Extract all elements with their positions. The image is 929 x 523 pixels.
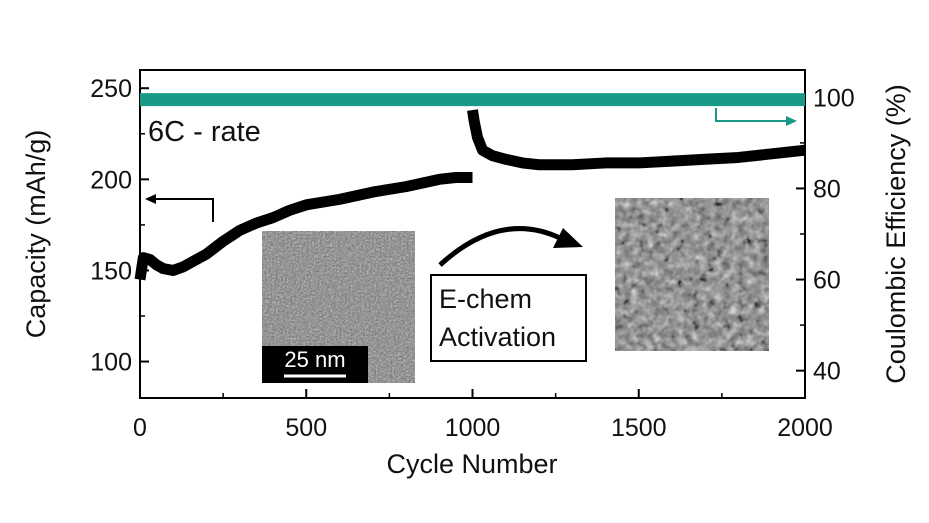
y-left-tick-label: 150 [90,257,132,285]
tem-image-after [615,198,769,351]
scale-bar-label: 25 nm [284,347,345,372]
x-tick-label: 1000 [445,414,501,442]
activation-arrow [438,226,583,267]
y-axis-left-title: Capacity (mAh/g) [21,130,51,339]
y-axis-left: 100 150 200 250 [90,75,149,377]
x-axis: 0 500 1000 1500 2000 [133,389,833,442]
x-axis-title: Cycle Number [386,449,557,479]
left-axis-arrow [145,194,214,222]
activation-label-line1: E-chem [439,284,532,314]
y-axis-right-title: Coulombic Efficiency (%) [881,84,911,384]
tem-image-before: 25 nm [262,231,415,383]
activation-label-line2: Activation [439,322,556,352]
y-right-tick-label: 40 [813,358,841,386]
y-axis-right: 40 60 80 100 [796,84,855,386]
capacity-line-2 [467,109,806,171]
y-left-tick-label: 250 [90,75,132,103]
y-right-tick-label: 60 [813,267,841,295]
y-left-tick-label: 100 [90,349,132,377]
x-tick-label: 1500 [611,414,667,442]
x-tick-label: 0 [133,414,147,442]
y-left-tick-label: 200 [90,166,132,194]
rate-label: 6C - rate [148,116,261,148]
y-right-tick-label: 80 [813,175,841,203]
y-right-tick-label: 100 [813,84,855,112]
capacity-line-1 [134,172,473,281]
right-axis-arrow [715,108,797,126]
capacity-series [134,109,806,281]
x-tick-label: 500 [285,414,327,442]
activation-label-box: E-chem Activation [430,274,587,362]
x-tick-label: 2000 [777,414,833,442]
